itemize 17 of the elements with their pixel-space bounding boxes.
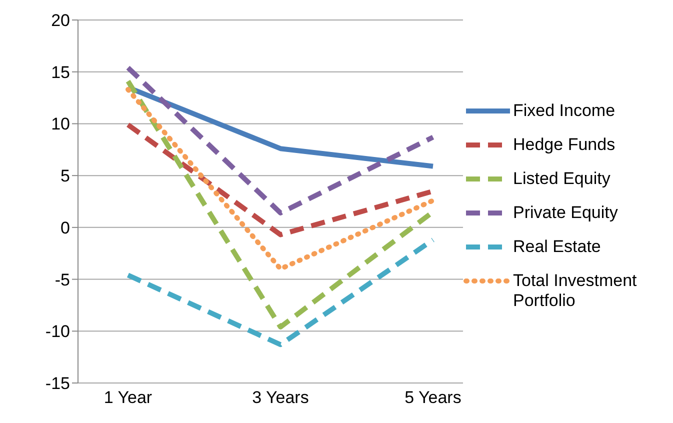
y-tick-label: -15 [45, 374, 70, 394]
legend-label: Fixed Income [513, 101, 616, 121]
legend-label: Hedge Funds [513, 135, 616, 155]
y-tick-label: 5 [60, 166, 70, 186]
legend-label: Total Investment Portfolio [513, 271, 638, 311]
legend-label: Private Equity [513, 203, 618, 223]
y-tick-label: -10 [45, 322, 70, 342]
y-tick-label: 0 [60, 218, 70, 238]
x-tick-label: 5 Years [404, 388, 462, 408]
y-tick-label: 20 [51, 11, 70, 30]
x-tick-label: 1 Year [104, 388, 152, 408]
legend-label: Listed Equity [513, 169, 610, 189]
y-tick-label: -5 [54, 270, 70, 290]
legend-label: Real Estate [513, 237, 601, 257]
y-tick-label: 15 [51, 62, 70, 82]
y-tick-label: 10 [51, 114, 70, 134]
x-tick-label: 3 Years [252, 388, 309, 408]
